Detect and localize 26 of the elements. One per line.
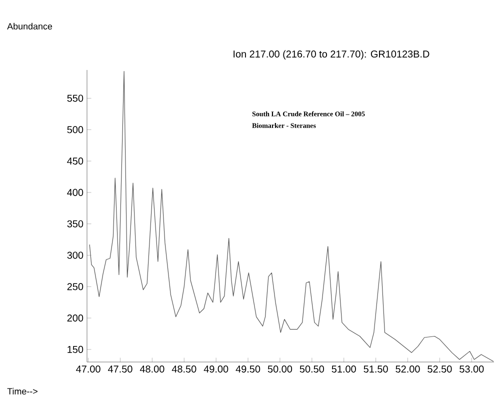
x-tick-label: 50.50 (300, 366, 324, 373)
x-tick-label: 52.50 (428, 366, 452, 373)
x-tick-label: 48.00 (140, 366, 164, 373)
y-tick-label: 350 (67, 220, 84, 228)
x-tick-label: 48.50 (172, 366, 196, 373)
y-axis-title: Abundance (7, 22, 52, 30)
x-tick-label: 50.00 (268, 366, 292, 373)
y-tick-label: 550 (67, 94, 84, 102)
x-axis-title: Time--> (7, 388, 38, 394)
line-series (89, 70, 494, 362)
x-tick-label: 53.00 (460, 366, 484, 373)
x-tick-label: 51.00 (332, 366, 356, 373)
y-tick-label: 200 (67, 314, 84, 322)
y-tick-label: 300 (67, 252, 84, 259)
y-tick-label: 250 (67, 283, 84, 290)
x-tick-label: 49.50 (236, 366, 260, 373)
x-tick-label: 49.00 (204, 366, 228, 373)
y-tick-label: 150 (68, 346, 84, 353)
x-tick-label: 52.00 (396, 366, 420, 373)
y-tick-label: 500 (67, 126, 84, 134)
x-tick-label: 47.00 (76, 366, 100, 373)
y-tick-label: 400 (67, 188, 84, 196)
x-tick-label: 47.50 (108, 366, 132, 373)
x-tick-label: 51.50 (364, 366, 388, 373)
y-tick-label: 450 (67, 158, 84, 165)
chart-title: Ion 217.00 (216.70 to 217.70): GR10123B.D (234, 50, 430, 60)
